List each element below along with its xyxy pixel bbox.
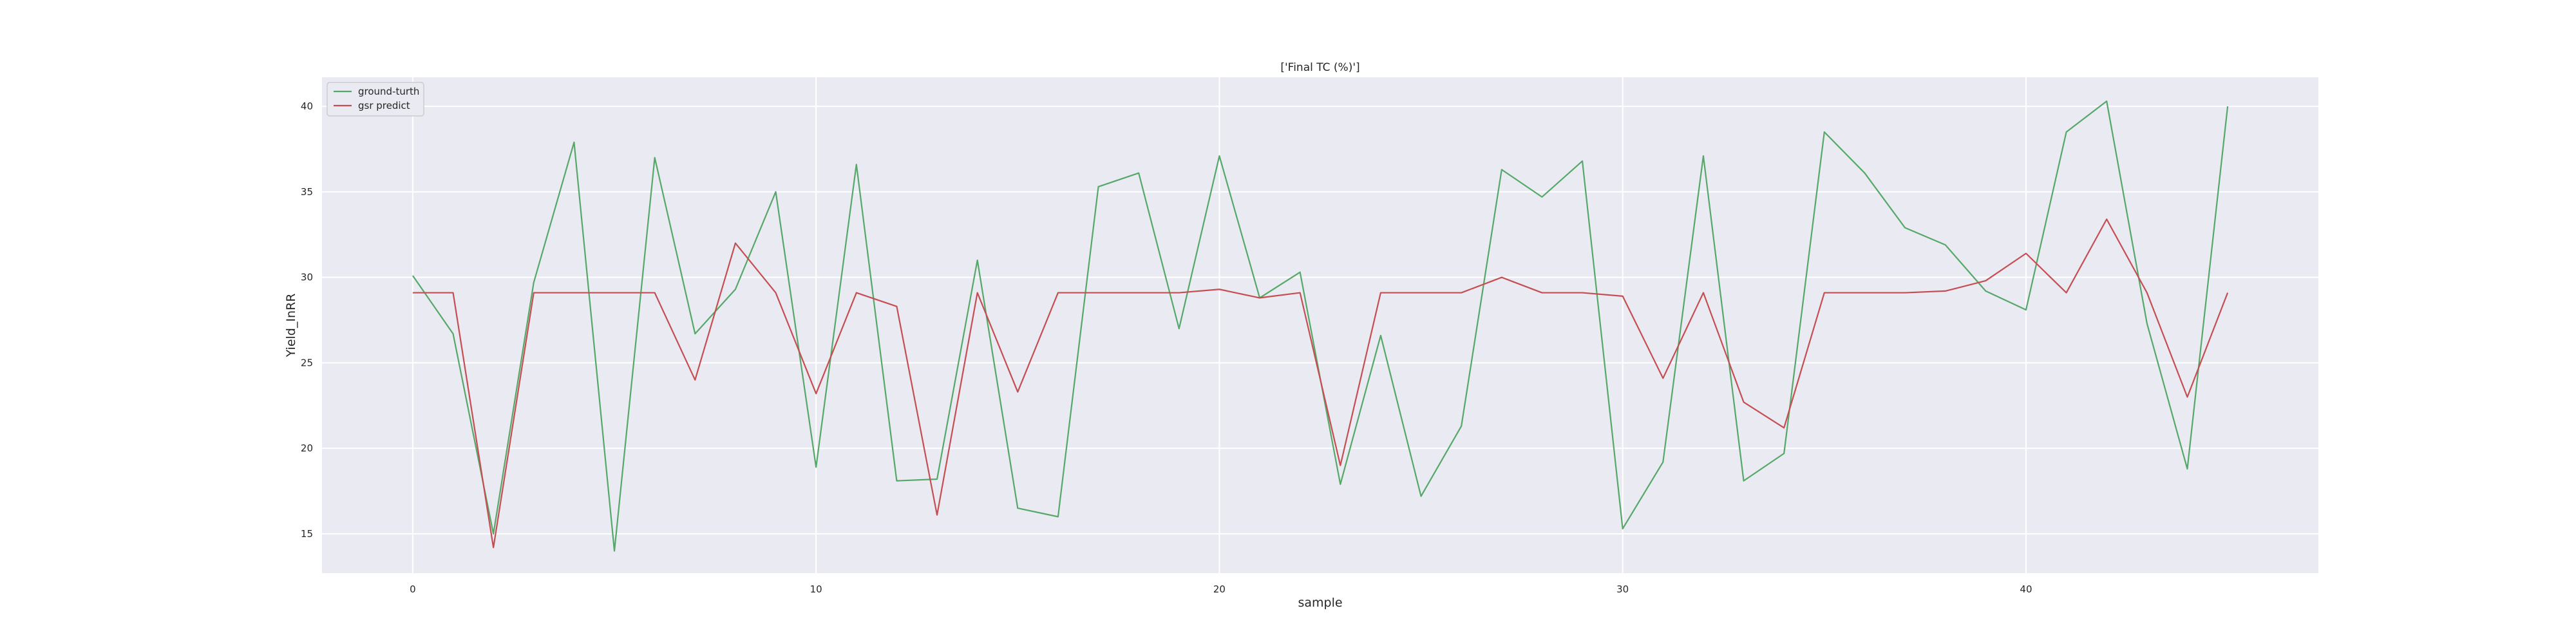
y-axis-label: Yield_InRR	[284, 294, 298, 358]
x-tick-label-10: 10	[810, 583, 822, 595]
y-tick-label-35: 35	[301, 186, 313, 198]
x-tick-label-20: 20	[1213, 583, 1226, 595]
chart-title: ['Final TC (%)']	[1280, 61, 1359, 74]
gridlines	[322, 77, 2318, 573]
y-tick-label-25: 25	[301, 357, 313, 368]
tick-labels: 0 10 20 30 40 15 20 25 30 35 40	[301, 100, 2032, 595]
y-tick-label-15: 15	[301, 528, 313, 540]
series-layer	[412, 100, 2229, 552]
plot-area	[322, 77, 2318, 573]
y-tick-label-40: 40	[301, 100, 313, 112]
x-tick-label-30: 30	[1616, 583, 1629, 595]
x-tick-label-40: 40	[2020, 583, 2032, 595]
y-tick-label-30: 30	[301, 272, 313, 283]
y-tick-label-20: 20	[301, 442, 313, 454]
x-axis-label: sample	[1298, 596, 1342, 610]
legend: ground-turth gsr predict	[327, 82, 424, 117]
legend-label-gsr-predict: gsr predict	[358, 100, 410, 111]
series-line-gsr-predict	[412, 218, 2229, 549]
x-tick-label-0: 0	[410, 583, 416, 595]
legend-label-ground-turth: ground-turth	[358, 86, 419, 97]
